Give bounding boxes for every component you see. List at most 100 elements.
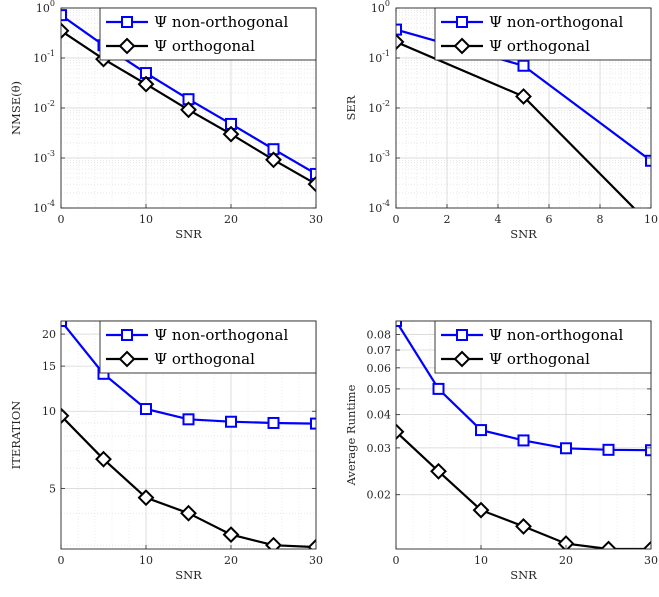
data-point [182,413,195,426]
legend-label: Ψ non-orthogonal [154,13,288,31]
y-tick-label: 10 [42,405,56,418]
legend-item: Ψ non-orthogonal [106,326,288,344]
legend-item: Ψ non-orthogonal [106,13,288,31]
plot-area [396,321,651,549]
data-point [310,167,316,180]
y-tick-label: 0.06 [367,362,392,375]
data-point [430,462,447,480]
data-point [137,489,155,507]
y-tick-label: 10-2 [368,99,390,115]
data-point [267,416,280,429]
data-point [180,504,197,522]
data-point [265,536,282,549]
legend-marker [456,329,468,341]
data-point [61,22,70,40]
legend-box [99,7,317,61]
x-tick-label: 30 [309,554,323,567]
y-tick-label: 5 [49,482,56,495]
y-axis-label: Average Runtime [344,384,358,486]
legend-label: Ψ orthogonal [154,350,255,368]
y-tick-label: 10-1 [33,49,55,65]
x-tick-label: 10 [139,554,153,567]
data-point [307,175,316,193]
x-tick-label: 0 [393,554,400,567]
chart-3: 0 10 20 30 5 10 15 20 SNR ITERATION Ψ non-orthogon… [9,320,323,582]
y-tick-label: 10-3 [368,149,390,165]
x-tick-label: 20 [224,554,238,567]
legend-item: Ψ orthogonal [106,37,255,55]
x-tick-label: 10 [644,213,658,226]
legend: Ψ non-orthogonal Ψ orthogonal [434,7,652,61]
legend-marker [118,37,136,55]
x-axis-label: SNR [175,568,202,582]
y-axis-label: ITERATION [9,401,23,470]
legend: Ψ non-orthogonal Ψ orthogonal [434,320,652,374]
legend-marker [456,16,468,28]
data-point [517,59,530,72]
legend-item: Ψ orthogonal [106,350,255,368]
y-tick-label: 0.07 [367,344,392,357]
y-tick-label: 0.02 [367,489,392,502]
data-point [396,23,402,36]
x-tick-label: 30 [644,554,658,567]
x-axis-label: SNR [510,568,537,582]
legend-label: Ψ orthogonal [154,37,255,55]
y-tick-label: 0.08 [367,329,392,342]
data-point [396,321,402,327]
x-tick-label: 10 [474,554,488,567]
series-line-2 [61,415,316,549]
legend-marker [453,350,471,368]
data-point [642,540,651,549]
y-tick-label: 0.03 [367,442,392,455]
y-tick-label: 100 [36,0,55,15]
data-point [222,526,240,544]
data-point [265,151,282,169]
data-point [310,417,316,430]
y-tick-label: 15 [42,360,56,373]
legend: Ψ non-orthogonal Ψ orthogonal [99,320,317,374]
data-point [140,403,152,416]
y-tick-label: 10-3 [33,149,55,165]
plot-area [61,321,316,549]
legend-item: Ψ non-orthogonal [441,326,623,344]
y-tick-label: 0.04 [367,409,392,422]
x-tick-label: 2 [444,213,451,226]
data-point [180,101,197,119]
y-tick-label: 20 [42,328,56,341]
data-point [472,501,490,519]
y-tick-label: 10-2 [33,99,55,115]
x-tick-label: 20 [224,213,238,226]
data-point [600,540,617,549]
data-point [137,75,155,93]
data-point [61,321,67,327]
x-tick-label: 0 [58,213,65,226]
x-tick-label: 8 [597,213,604,226]
legend-marker [121,329,133,341]
y-tick-label: 0.05 [367,383,392,396]
data-point [225,415,237,428]
data-point [307,538,316,549]
legend-item: Ψ orthogonal [441,350,590,368]
y-tick-label: 10-4 [33,199,55,215]
data-point [602,443,615,456]
data-point [517,434,530,447]
legend-label: Ψ non-orthogonal [154,326,288,344]
legend-label: Ψ orthogonal [489,37,590,55]
data-point [432,382,445,395]
chart-1: 0 10 20 30 10-4 10-3 10-2 10-1 100 SNR NMSE(θ) Ψ no… [9,0,323,241]
data-point [222,125,240,143]
data-point [475,424,487,437]
data-point [396,33,405,51]
chart-2: 0 2 4 6 8 10 10-4 10-3 10-2 10-1 100 SNR SER Ψ non-or… [344,0,658,241]
legend-box [99,320,317,374]
x-tick-label: 20 [559,554,573,567]
x-tick-label: 0 [393,213,400,226]
data-point [61,407,70,425]
legend-marker [121,16,133,28]
data-point [396,423,405,441]
legend-label: Ψ non-orthogonal [489,13,623,31]
x-tick-label: 0 [58,554,65,567]
data-point [61,9,67,22]
y-axis-label: SER [344,95,358,120]
